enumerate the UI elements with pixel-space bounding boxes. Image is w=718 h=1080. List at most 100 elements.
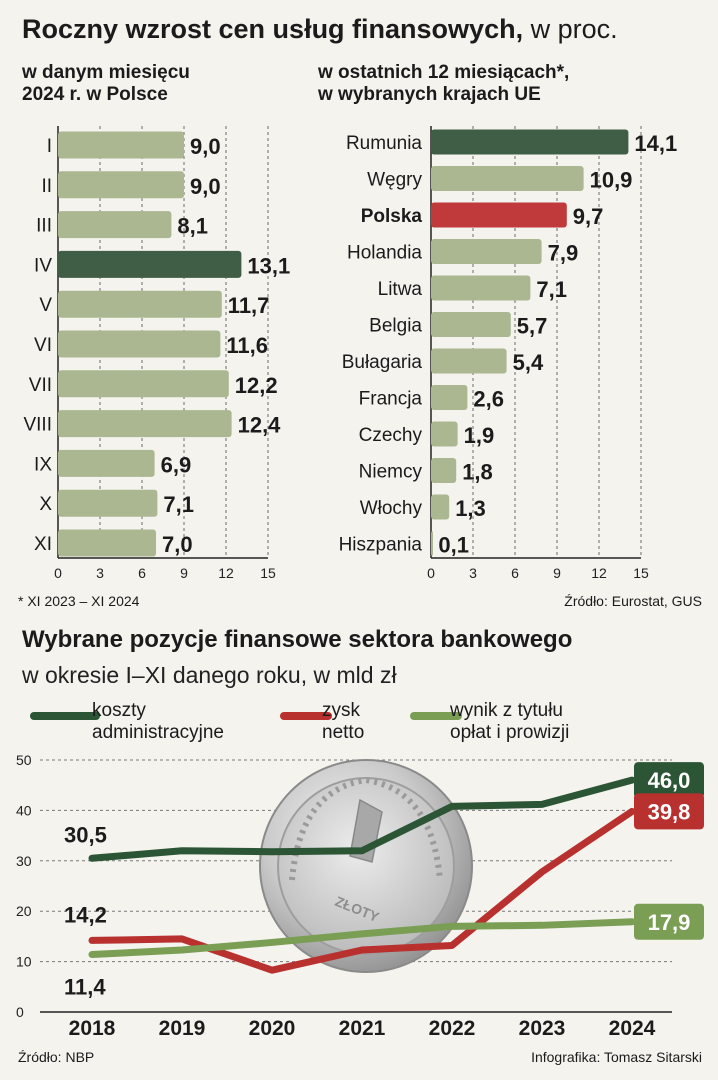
x-tick-label: 2020	[249, 1017, 296, 1040]
value-label: 12,2	[235, 373, 278, 398]
legend-item-zysk: zysk netto	[322, 700, 364, 744]
monthly-bar-chart: 0 3 6 9 12 15 I 9,0 II 9,0 III 8,1 IV 13,1 V 11,7 VI 11,6…	[23, 126, 290, 581]
category-label: Polska	[361, 206, 423, 227]
value-label: 5,4	[513, 350, 544, 375]
category-label: VIII	[23, 415, 52, 436]
end-value-label: 17,9	[648, 910, 691, 935]
legend: koszty administracyjne zysk netto wynik …	[22, 700, 712, 750]
value-label: 1,3	[455, 496, 486, 521]
value-label: 12,4	[238, 413, 282, 438]
line-chart-grid: 0 10 20 30 40 50	[16, 752, 672, 1020]
legend-label-line2: administracyjne	[92, 722, 224, 743]
bottom-subtitle: w okresie I–XI danego roku, w mld zł	[22, 662, 397, 688]
y-tick-label: 30	[16, 853, 32, 869]
bottom-title: Wybrane pozycje finansowe sektora bankow…	[22, 626, 573, 653]
category-label: Rumunia	[346, 133, 422, 154]
x-tick-label: 2022	[429, 1017, 476, 1040]
category-label: II	[41, 176, 52, 197]
legend-label-line1: wynik z tytułu	[450, 700, 563, 721]
chart-title-main: Roczny wzrost cen usług finansowych,	[22, 14, 524, 44]
category-label: VI	[34, 335, 52, 356]
legend-swatch-zysk	[280, 712, 332, 720]
right-subtitle-line1: w ostatnich 12 miesiącach*,	[318, 62, 570, 83]
value-label: 9,0	[190, 174, 221, 199]
bar	[58, 290, 222, 318]
x-tick-label: 9	[180, 565, 188, 581]
x-tick-label: 12	[591, 565, 607, 581]
bar	[431, 494, 450, 520]
bar	[431, 129, 629, 155]
chart-title-unit: w proc.	[530, 14, 618, 44]
left-subtitle-line1: w danym miesięcu	[22, 62, 190, 83]
x-tick-label: 2019	[159, 1017, 206, 1040]
left-subtitle-line2: 2024 r. w Polsce	[22, 84, 168, 105]
coin-inner	[277, 777, 455, 955]
category-label: Węgry	[367, 170, 422, 191]
value-label: 9,0	[190, 134, 221, 159]
bottom-source: Źródło: NBP	[18, 1049, 95, 1065]
chart-title: Roczny wzrost cen usług finansowych, w p…	[22, 14, 618, 45]
bar	[58, 410, 232, 438]
category-label: III	[36, 216, 52, 237]
category-label: Włochy	[360, 498, 423, 519]
start-value-label: 30,5	[64, 822, 107, 847]
bar	[58, 370, 229, 398]
y-tick-label: 0	[16, 1004, 24, 1020]
x-tick-label: 2021	[339, 1017, 386, 1040]
legend-label-line1: koszty	[92, 700, 146, 721]
x-tick-label: 2018	[69, 1017, 116, 1040]
bar	[58, 171, 184, 199]
bar	[431, 531, 433, 556]
end-value-box	[634, 793, 704, 830]
category-label: V	[39, 295, 52, 316]
right-subtitle: w ostatnich 12 miesiącach*, w wybranych …	[318, 62, 569, 106]
x-tick-label: 12	[218, 565, 234, 581]
category-label: Holandia	[347, 243, 422, 264]
value-label: 0,1	[438, 533, 469, 558]
value-label: 11,7	[228, 293, 270, 318]
x-tick-label: 9	[553, 565, 561, 581]
category-label: Czechy	[359, 425, 423, 446]
coin-wreath-icon	[289, 776, 443, 881]
bar	[431, 421, 458, 447]
x-tick-label: 15	[260, 565, 276, 581]
x-tick-label: 2023	[519, 1017, 566, 1040]
value-label: 9,7	[573, 204, 604, 229]
bar	[431, 275, 531, 301]
bar	[431, 458, 457, 483]
bar	[58, 529, 156, 557]
bar	[58, 489, 158, 517]
category-label: Belgia	[369, 316, 422, 337]
end-value-label: 46,0	[648, 768, 691, 793]
value-label: 10,9	[590, 168, 633, 193]
bar	[58, 211, 172, 239]
y-tick-label: 50	[16, 752, 32, 768]
value-label: 5,7	[517, 314, 548, 339]
value-label: 14,1	[634, 131, 677, 156]
legend-label-line1: zysk	[322, 700, 360, 721]
x-tick-label: 6	[138, 565, 146, 581]
legend-label-line2: opłat i prowizji	[450, 722, 570, 743]
left-subtitle: w danym miesięcu 2024 r. w Polsce	[22, 62, 190, 106]
category-label: X	[39, 494, 52, 515]
bar	[431, 312, 511, 337]
category-label: Litwa	[378, 279, 423, 300]
bar	[431, 348, 507, 374]
bar	[58, 449, 155, 477]
bar	[431, 239, 542, 264]
category-label: IV	[34, 255, 52, 276]
country-bar-chart: 0 3 6 9 12 15 Rumunia 14,1 Węgry 10,9 Polska 9,7 Hol…	[339, 126, 677, 581]
value-label: 7,1	[536, 277, 567, 302]
x-tick-label: 15	[633, 565, 649, 581]
category-label: Bułagaria	[342, 352, 423, 373]
legend-item-koszty: koszty administracyjne	[92, 700, 224, 744]
legend-item-wynik: wynik z tytułu opłat i prowizji	[450, 700, 569, 744]
category-label: I	[47, 136, 52, 157]
value-label: 8,1	[177, 214, 208, 239]
bar	[58, 131, 184, 159]
bar	[58, 250, 242, 278]
legend-swatch-wynik	[410, 712, 462, 720]
value-label: 7,9	[548, 241, 579, 266]
category-label: Francja	[359, 389, 423, 410]
